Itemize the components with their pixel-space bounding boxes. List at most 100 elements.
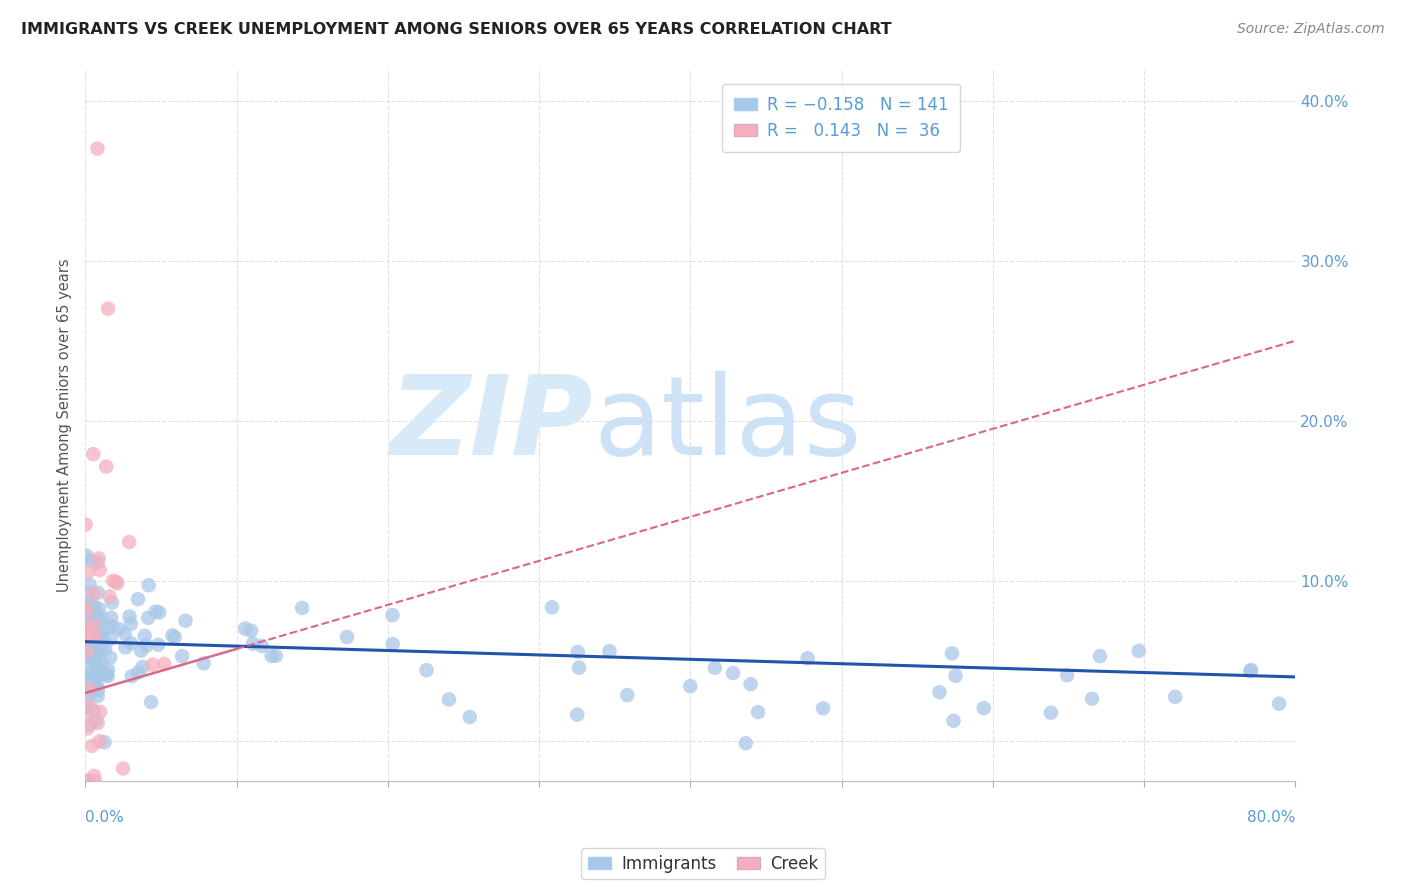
Text: 0.0%: 0.0% [86,810,124,824]
Point [127,665,149,680]
Point [291,601,314,615]
Point [105,576,128,591]
Point [1268,697,1291,711]
Point [82,632,104,646]
Point [75,683,97,698]
Point [89,734,111,748]
Point [97,663,120,677]
Point [703,661,725,675]
Point [541,600,564,615]
Point [82,703,104,717]
Point [127,592,149,607]
Point [104,574,127,589]
Point [131,660,153,674]
Point [138,578,160,592]
Point [79,684,101,698]
Point [567,707,589,722]
Point [79,718,101,732]
Point [77,626,100,640]
Point [91,631,114,645]
Point [796,651,818,665]
Point [264,648,287,663]
Point [77,690,100,704]
Point [233,622,256,636]
Point [1164,690,1187,704]
Point [94,641,117,656]
Point [75,630,97,644]
Point [79,628,101,642]
Point [82,649,104,664]
Point [1088,649,1111,664]
Point [1056,668,1078,682]
Point [86,633,108,648]
Point [77,682,100,697]
Point [83,586,105,600]
Point [82,739,104,753]
Point [87,585,110,599]
Point [84,774,107,789]
Point [568,661,591,675]
Point [76,711,98,725]
Point [240,624,263,638]
Point [77,630,100,644]
Point [120,636,142,650]
Legend: R = −0.158   N = 141, R =   0.143   N =  36: R = −0.158 N = 141, R = 0.143 N = 36 [723,84,960,152]
Point [567,645,589,659]
Point [80,607,103,622]
Y-axis label: Unemployment Among Seniors over 65 years: Unemployment Among Seniors over 65 years [58,258,72,591]
Point [79,699,101,714]
Point [679,679,702,693]
Point [75,595,97,609]
Point [75,638,97,652]
Point [80,630,103,644]
Point [89,624,111,639]
Point [77,619,100,633]
Text: ZIP: ZIP [389,371,593,478]
Point [76,600,98,615]
Point [76,650,98,665]
Legend: Immigrants, Creek: Immigrants, Creek [581,848,825,880]
Point [162,628,184,642]
Point [163,630,186,644]
Point [114,626,136,640]
Point [87,612,110,626]
Point [458,710,481,724]
Point [135,639,157,653]
Point [89,705,111,719]
Point [82,599,104,613]
Point [129,643,152,657]
Point [89,563,111,577]
Point [83,673,105,688]
Point [101,619,124,633]
Point [721,665,744,680]
Point [86,643,108,657]
Point [153,657,176,671]
Point [811,701,834,715]
Point [77,645,100,659]
Point [86,679,108,693]
Text: 80.0%: 80.0% [1247,810,1295,824]
Point [84,667,107,681]
Point [86,716,108,731]
Point [83,653,105,667]
Point [97,669,120,683]
Point [76,618,98,632]
Point [79,666,101,681]
Point [94,667,117,681]
Point [142,657,165,672]
Point [75,517,97,532]
Point [111,762,134,776]
Point [77,585,100,599]
Point [75,624,97,639]
Point [146,638,169,652]
Point [100,632,122,646]
Point [98,650,121,665]
Point [87,661,110,675]
Point [97,301,120,316]
Point [250,639,273,653]
Point [86,556,108,570]
Point [75,622,97,636]
Point [1039,706,1062,720]
Point [415,663,437,677]
Point [136,611,159,625]
